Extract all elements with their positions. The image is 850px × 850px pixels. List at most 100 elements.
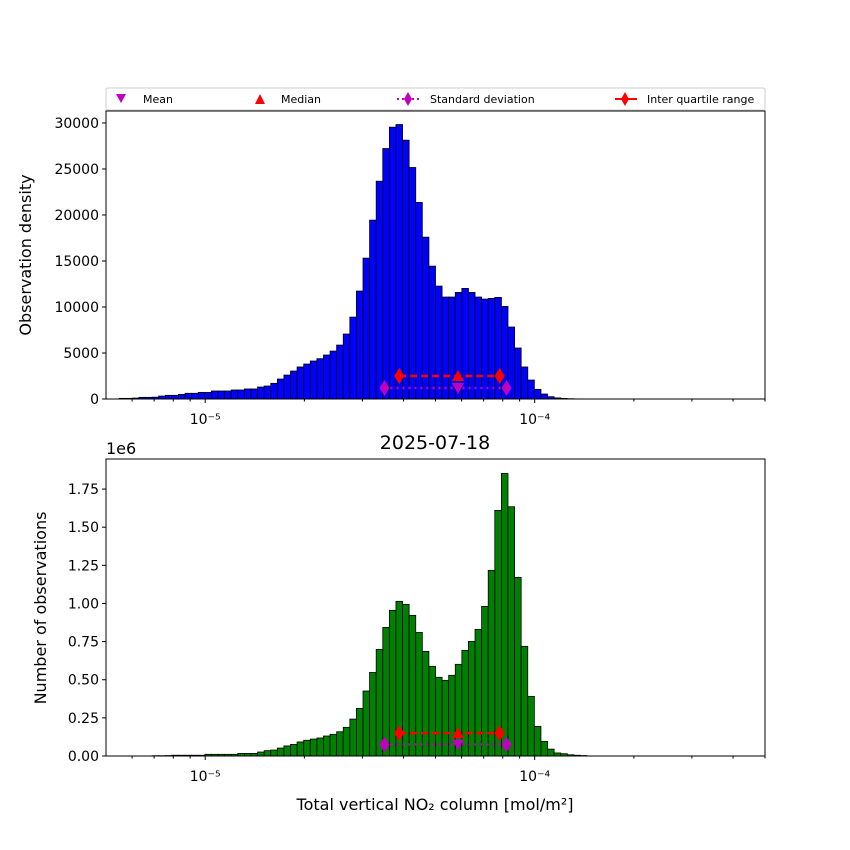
histogram-bar <box>362 690 371 757</box>
histogram-bar <box>323 735 331 757</box>
histogram-bar <box>382 627 390 757</box>
histogram-bar <box>237 389 245 400</box>
histogram-bar <box>362 257 371 400</box>
histogram-bar <box>415 202 423 400</box>
histogram-bar <box>402 139 410 400</box>
histogram-bar <box>336 344 344 400</box>
median-marker <box>451 369 464 381</box>
iqr-range-marker <box>394 725 405 742</box>
histogram-bar <box>342 726 351 757</box>
y-tick-label: 1.25 <box>68 558 99 574</box>
y-tick-label: 0.00 <box>68 749 99 765</box>
histogram-bar <box>224 390 232 400</box>
bottom-title: 2025-07-18 <box>380 432 490 454</box>
iqr-range-marker <box>494 725 505 742</box>
top-histogram-axes: 0 5000 10000 15000 20000 25000 30000 10⁻⁵ 10⁻⁴ <box>54 110 766 428</box>
histogram-bar <box>257 751 265 757</box>
histogram-bar <box>494 510 502 757</box>
y-tick-label: 15000 <box>54 254 99 270</box>
histogram-bar <box>487 569 496 757</box>
std-range-marker <box>379 736 390 753</box>
legend-label-median: Median <box>281 93 321 106</box>
histogram-bar <box>296 741 305 757</box>
histogram-bar <box>375 180 384 400</box>
histogram-bar <box>276 747 285 757</box>
top-ylabel: Observation density <box>16 174 35 335</box>
histogram-bar <box>507 506 515 757</box>
std-range-marker <box>379 379 390 396</box>
histogram-bar <box>243 388 252 400</box>
legend-label-std: Standard deviation <box>430 93 535 106</box>
std-range-marker <box>501 379 512 396</box>
histogram-bar <box>270 382 278 400</box>
histogram-bar <box>283 374 291 400</box>
std-legend-diamond-icon <box>404 92 412 106</box>
histogram-bar <box>316 358 324 400</box>
histogram-bar <box>270 749 278 757</box>
median-legend-icon <box>255 94 265 104</box>
histogram-bar <box>461 288 469 400</box>
histogram-bar <box>369 219 377 400</box>
histogram-bar <box>395 124 403 400</box>
histogram-bar <box>296 366 305 400</box>
histogram-bar <box>421 650 430 757</box>
histogram-bar <box>435 285 443 400</box>
y-tick-label: 25000 <box>54 162 99 178</box>
histogram-bar <box>514 347 522 400</box>
histogram-bar <box>547 748 555 757</box>
histogram-bar <box>342 333 351 400</box>
mean-marker <box>451 739 464 751</box>
histogram-bar <box>514 576 522 757</box>
histogram-bar <box>309 360 318 400</box>
histogram-bar <box>323 354 331 400</box>
histogram-bar <box>533 726 542 757</box>
y-tick-label: 0.25 <box>68 711 99 727</box>
histogram-bar <box>533 388 542 400</box>
histogram-bar <box>349 718 357 757</box>
histogram-bar <box>481 298 489 400</box>
legend: Mean Median Standard deviation Inter qua… <box>105 87 766 111</box>
histogram-bar <box>441 296 450 400</box>
y-tick-label: 20000 <box>54 208 99 224</box>
histogram-bar <box>191 392 199 400</box>
histogram-bar <box>164 394 173 400</box>
histogram-bar <box>336 731 344 757</box>
histogram-bar <box>415 632 423 757</box>
histogram-bar <box>388 126 397 400</box>
histogram-bar <box>211 390 219 400</box>
histogram-bar <box>329 350 338 400</box>
y-tick-label: 1.75 <box>68 482 99 498</box>
y-tick-label: 30000 <box>54 116 99 132</box>
histogram-bar <box>303 739 311 757</box>
y-tick-label: 0 <box>90 392 99 408</box>
bottom-ylabel: Number of observations <box>31 512 50 705</box>
histogram-bar <box>468 641 476 757</box>
histogram-bar <box>263 385 272 400</box>
histogram-bar <box>520 645 529 757</box>
mean-marker <box>451 382 464 394</box>
histogram-bar <box>349 316 357 400</box>
x-tick-label: 10⁻⁴ <box>519 412 550 428</box>
x-tick-label: 10⁻⁵ <box>190 412 221 428</box>
mean-legend-icon <box>116 94 126 103</box>
y-tick-label: 10000 <box>54 300 99 316</box>
histogram-bar <box>230 389 239 400</box>
histogram-bar <box>500 473 509 757</box>
histogram-bar <box>309 738 318 757</box>
bottom-histogram-axes: 0.00 0.25 0.50 0.75 1.00 1.25 1.50 1.75 10⁻⁵ 10⁻⁴ <box>68 458 766 785</box>
histogram-bar <box>250 388 258 400</box>
median-marker <box>451 727 464 739</box>
legend-frame <box>105 87 766 111</box>
histogram-bar <box>375 648 384 757</box>
histogram-bar <box>290 744 298 757</box>
histogram-bar <box>197 391 206 400</box>
histogram-bar <box>421 236 430 400</box>
histogram-bar <box>316 737 324 757</box>
y-tick-label: 0.75 <box>68 635 99 651</box>
histogram-bar <box>184 392 193 400</box>
x-tick-label: 10⁻⁴ <box>519 769 550 785</box>
histogram-bar <box>263 750 272 757</box>
histogram-bar <box>474 628 483 757</box>
histogram-bar <box>369 672 377 757</box>
